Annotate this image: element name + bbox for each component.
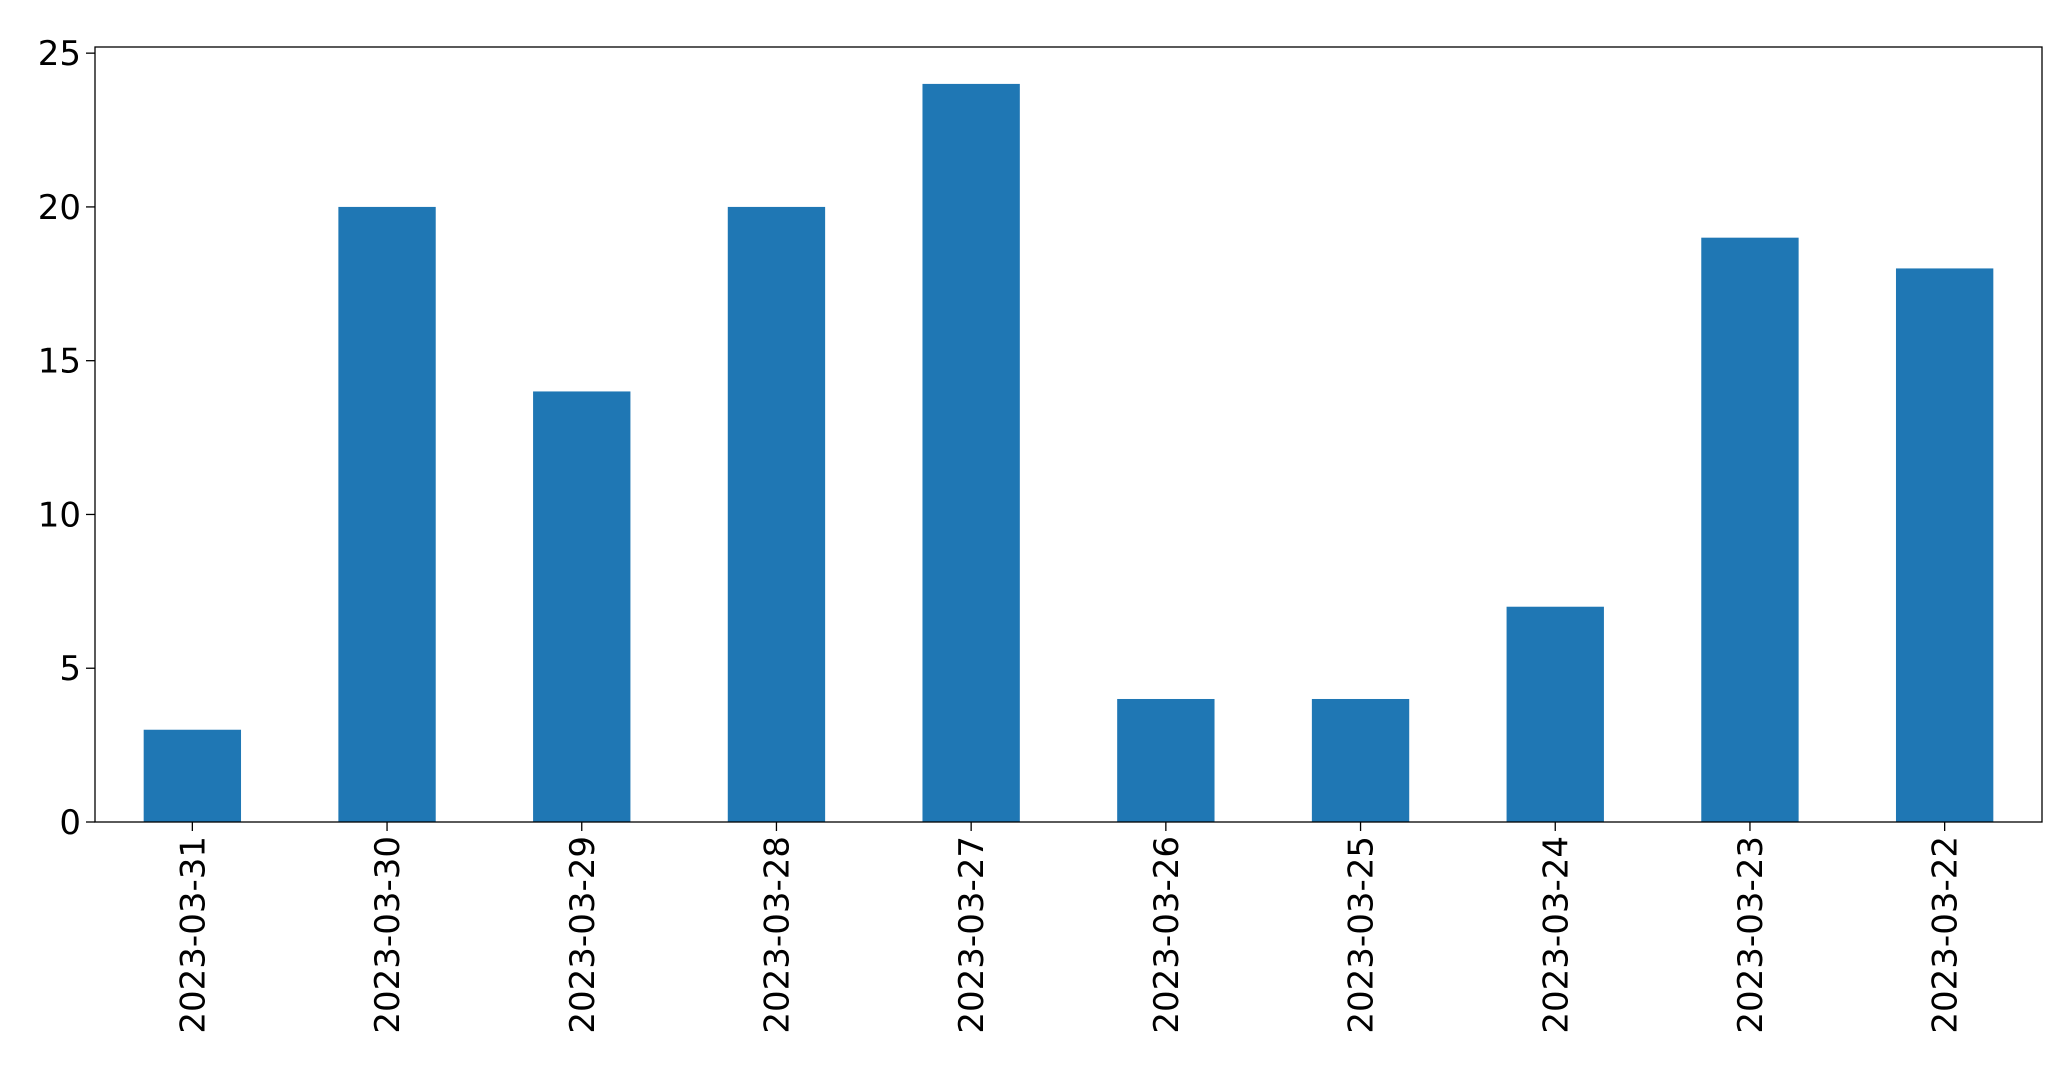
y-tick-label: 5 (59, 649, 81, 689)
bar-2023-03-27 (922, 83, 1020, 822)
x-tick-label: 2023-03-28 (757, 836, 797, 1034)
x-tick-label: 2023-03-22 (1926, 836, 1966, 1034)
x-tick-label: 2023-03-23 (1731, 836, 1771, 1034)
bar-2023-03-25 (1311, 698, 1410, 822)
y-tick-label: 10 (38, 495, 81, 535)
x-tick-label: 2023-03-29 (563, 836, 603, 1034)
bar-2023-03-23 (1701, 237, 1799, 822)
bar-2023-03-22 (1895, 268, 1994, 822)
y-tick-label: 15 (38, 342, 81, 382)
y-tick-label: 0 (59, 803, 81, 843)
bars-group (143, 83, 1994, 822)
x-tick-label: 2023-03-25 (1342, 836, 1382, 1034)
y-tick-label: 20 (38, 188, 81, 228)
bar-2023-03-24 (1506, 606, 1604, 822)
bar-2023-03-26 (1117, 698, 1215, 822)
bar-2023-03-30 (338, 206, 436, 822)
y-tick-label: 25 (38, 34, 81, 74)
bar-2023-03-29 (533, 391, 631, 822)
bar-2023-03-28 (727, 206, 826, 822)
x-axis: 2023-03-31 2023-03-30 2023-03-29 2023-03-28… (173, 822, 1966, 1034)
y-axis: 0 5 10 15 20 25 (38, 34, 95, 843)
x-tick-label: 2023-03-24 (1536, 836, 1576, 1034)
x-tick-label: 2023-03-26 (1147, 836, 1187, 1034)
x-tick-label: 2023-03-27 (952, 836, 992, 1034)
bar-2023-03-31 (143, 729, 242, 822)
x-tick-label: 2023-03-31 (173, 836, 213, 1034)
plot-area-frame (94, 46, 2043, 823)
x-tick-label: 2023-03-30 (368, 836, 408, 1034)
